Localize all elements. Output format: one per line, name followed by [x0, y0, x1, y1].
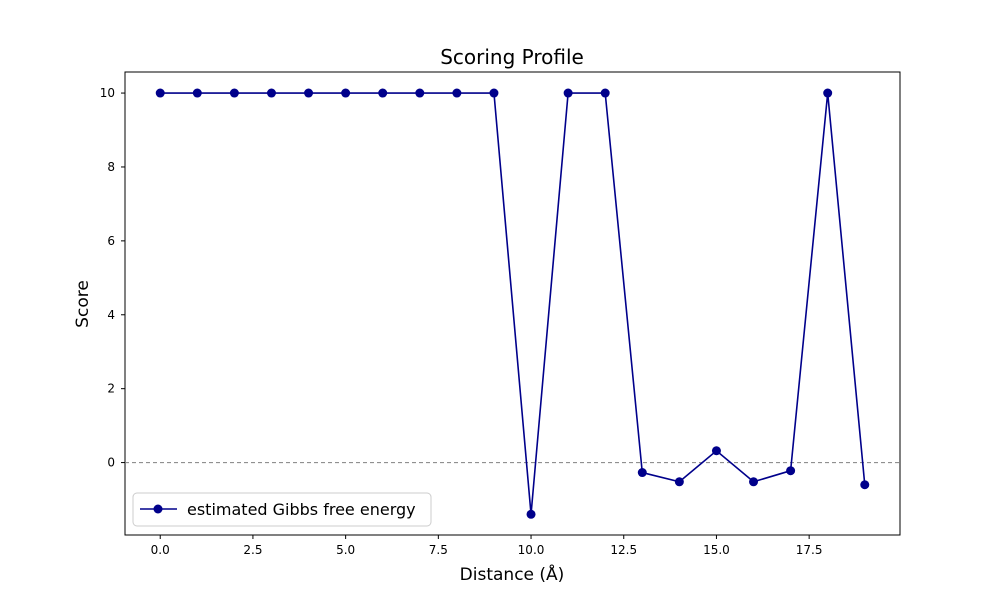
x-tick-label: 0.0 — [151, 543, 170, 557]
data-point — [749, 477, 759, 487]
y-tick-label: 10 — [100, 86, 115, 100]
x-axis-title: Distance (Å) — [460, 563, 565, 585]
data-point — [415, 88, 425, 98]
data-point — [711, 446, 721, 456]
data-point — [600, 88, 610, 98]
data-point — [489, 88, 499, 98]
data-point — [563, 88, 573, 98]
chart-title: Scoring Profile — [440, 45, 584, 69]
data-point — [266, 88, 276, 98]
data-point — [378, 88, 388, 98]
legend-box — [132, 492, 432, 527]
data-point — [304, 88, 314, 98]
data-point — [860, 480, 870, 490]
y-tick-label: 6 — [107, 234, 115, 248]
legend-label: estimated Gibbs free energy — [187, 500, 416, 519]
x-tick-label: 5.0 — [336, 543, 355, 557]
data-point — [526, 509, 536, 519]
x-tick-label: 12.5 — [610, 543, 637, 557]
x-tick-label: 7.5 — [429, 543, 448, 557]
data-point — [786, 466, 796, 476]
data-point — [823, 88, 833, 98]
data-point — [452, 88, 462, 98]
data-point — [155, 88, 165, 98]
x-tick-label: 10.0 — [518, 543, 545, 557]
data-point — [341, 88, 351, 98]
data-point — [192, 88, 202, 98]
x-tick-label: 2.5 — [243, 543, 262, 557]
x-tick-label: 17.5 — [796, 543, 823, 557]
data-point — [674, 477, 684, 487]
y-tick-label: 4 — [107, 308, 115, 322]
legend-marker-swatch — [153, 504, 163, 514]
y-tick-label: 0 — [107, 456, 115, 470]
data-point — [637, 468, 647, 478]
series-line — [160, 92, 866, 515]
data-point — [229, 88, 239, 98]
y-tick-label: 2 — [107, 382, 115, 396]
axes-frame — [124, 71, 901, 536]
y-tick-label: 8 — [107, 160, 115, 174]
plot-area: 0.0 2.5 5.0 7.5 10.0 12.5 15.0 17.5 0 2 4 6 8 10 estim… — [100, 71, 901, 557]
x-tick-label: 15.0 — [703, 543, 730, 557]
y-axis-title: Score — [73, 280, 93, 328]
